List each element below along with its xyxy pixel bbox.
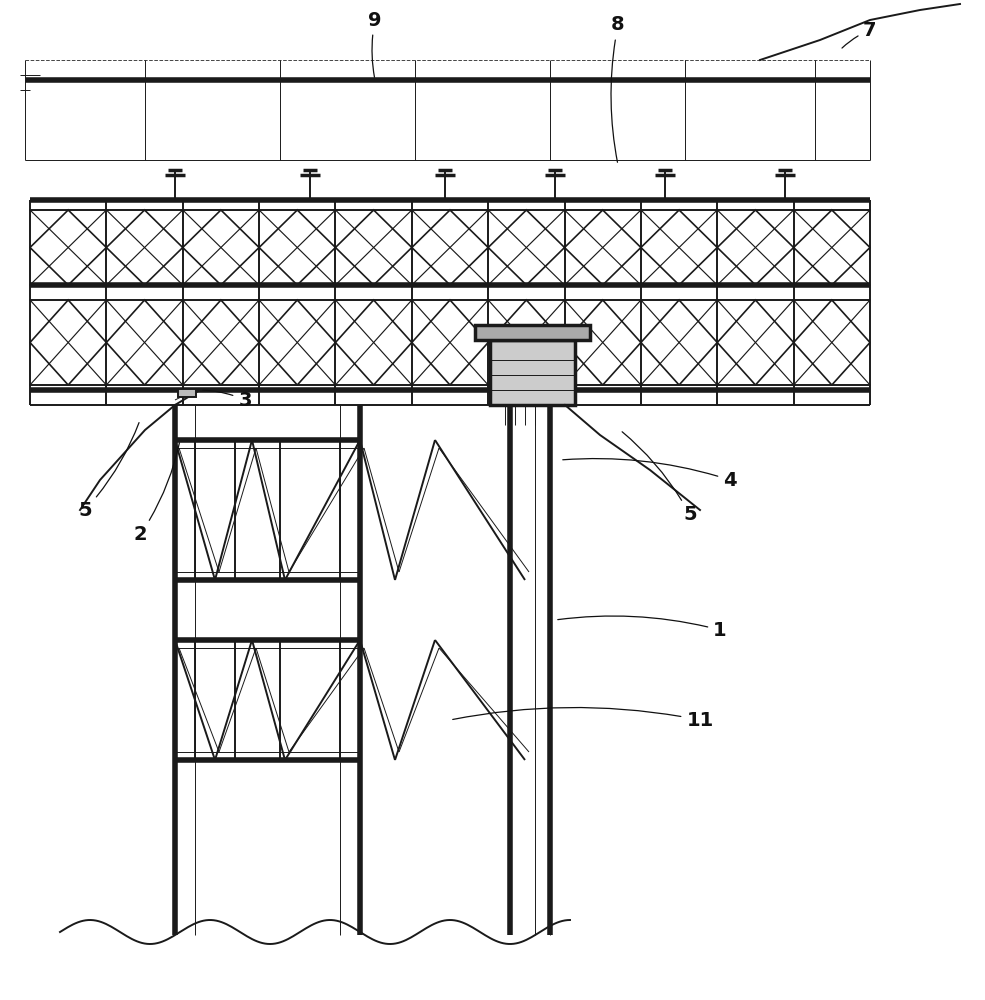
Text: 7: 7 xyxy=(842,20,877,48)
Bar xyxy=(490,340,575,405)
Text: 8: 8 xyxy=(611,15,624,162)
Text: 9: 9 xyxy=(368,10,382,77)
Bar xyxy=(475,325,590,340)
Text: 4: 4 xyxy=(562,459,737,489)
Bar xyxy=(178,389,196,397)
Text: 2: 2 xyxy=(133,443,179,544)
Text: 5: 5 xyxy=(78,423,139,520)
Text: 1: 1 xyxy=(558,616,727,640)
Text: 5: 5 xyxy=(623,432,696,524)
Text: 11: 11 xyxy=(453,708,713,730)
Text: 3: 3 xyxy=(203,390,252,410)
